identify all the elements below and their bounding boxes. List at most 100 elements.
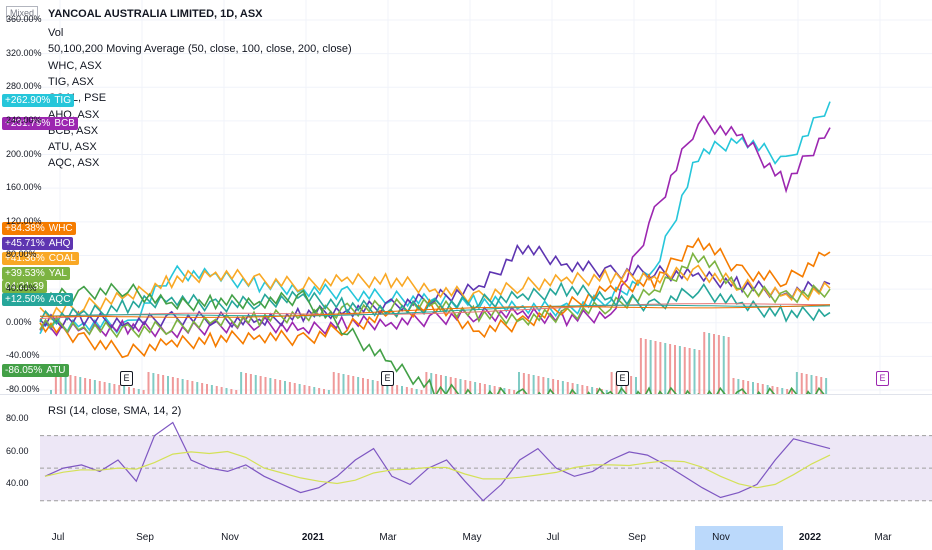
volume-bar (79, 377, 82, 394)
earnings-marker[interactable]: E (616, 371, 629, 386)
legend-indicator-2[interactable]: WHC, ASX (48, 59, 102, 72)
volume-bar (298, 384, 301, 394)
volume-bar (444, 376, 447, 394)
volume-bar (376, 381, 379, 394)
volume-bar (201, 383, 204, 394)
badge-symbol: AHQ (48, 238, 71, 249)
volume-bar (259, 376, 262, 394)
volume-bar (93, 380, 96, 394)
volume-bar (396, 385, 399, 394)
badge-symbol: BCB (54, 118, 75, 129)
legend-indicator-8[interactable]: AQC, ASX (48, 157, 100, 170)
volume-bar (362, 378, 364, 394)
legend-indicator-3[interactable]: TIG, ASX (48, 75, 94, 88)
volume-bar (215, 386, 218, 394)
volume-bar (742, 380, 745, 394)
volume-bar (274, 379, 277, 394)
volume-bar (128, 387, 130, 394)
volume-bar (688, 348, 691, 394)
rsi-line[interactable] (44, 421, 831, 502)
series-line-atu[interactable] (39, 282, 830, 394)
volume-bar (483, 384, 486, 394)
legend-indicator-0[interactable]: Vol (48, 27, 64, 39)
volume-bar (766, 385, 769, 394)
x-axis-label: Jul (51, 532, 65, 543)
volume-bar (440, 375, 442, 394)
y-axis-main-label: -80.00% (6, 384, 40, 394)
volume-bar (791, 390, 793, 394)
series-line-ahq[interactable] (39, 243, 831, 331)
badge-value: +84.38% (5, 223, 45, 234)
volume-bar (659, 342, 662, 394)
x-axis-label: May (462, 532, 482, 543)
volume-bar (279, 380, 282, 394)
volume-bar (747, 381, 750, 394)
volume-bar (566, 382, 569, 394)
volume-bar (630, 376, 633, 394)
y-axis-main-label: 120.00% (6, 215, 42, 226)
volume-bar (69, 375, 72, 394)
series-line-aqc[interactable] (39, 281, 831, 326)
volume-bar (318, 388, 321, 394)
volume-bar (708, 333, 711, 394)
volume-bar (284, 381, 286, 394)
volume-bar (381, 382, 384, 394)
badge-value: +12.50% (5, 294, 45, 305)
volume-bar (303, 385, 306, 394)
legend-indicator-7[interactable]: ATU, ASX (48, 141, 97, 154)
legend-indicator-1[interactable]: 50,100,200 Moving Average (50, close, 10… (48, 43, 352, 56)
x-axis-label: Sep (136, 532, 154, 543)
volume-bar (191, 381, 194, 394)
volume-bar (89, 379, 91, 394)
volume-bar (518, 372, 520, 394)
volume-bar (230, 389, 233, 394)
volume-bar (664, 343, 667, 394)
volume-bar (605, 390, 608, 394)
badge-symbol: ATU (46, 365, 66, 376)
scale-mode-button[interactable]: Mixed (6, 6, 39, 20)
volume-bar (206, 384, 208, 394)
series-line-coal[interactable] (39, 264, 831, 321)
volume-bar (240, 372, 243, 394)
volume-bar (815, 376, 818, 394)
volume-bar (103, 382, 106, 394)
badge-value: 04:21:39 (5, 281, 44, 292)
volume-bar (771, 386, 774, 394)
main-chart[interactable] (0, 0, 932, 394)
volume-bar (293, 383, 296, 394)
volume-bar (176, 378, 179, 394)
rsi-chart[interactable] (0, 395, 932, 525)
badge-symbol: YAL (48, 268, 67, 279)
pane-separator[interactable] (0, 394, 932, 395)
volume-bar (157, 374, 160, 394)
x-axis-label: Mar (874, 532, 892, 543)
volume-bar (288, 382, 291, 394)
volume-bar (737, 379, 740, 394)
y-axis-main-label: -40.00% (6, 350, 40, 361)
rsi-title: RSI (14, close, SMA, 14, 2) (48, 405, 182, 417)
series-line-yal[interactable] (39, 251, 831, 339)
y-axis-main-label: 160.00% (6, 182, 42, 193)
volume-bar (249, 374, 252, 394)
volume-bar (337, 373, 340, 394)
moving-average-line (39, 303, 831, 319)
volume-bar (552, 379, 555, 394)
badge-symbol: TIG (54, 95, 71, 106)
price-badge-bcb: +231.79% BCB (2, 117, 78, 130)
volume-bar (756, 383, 759, 394)
earnings-marker[interactable]: E (381, 371, 394, 386)
earnings-marker[interactable]: E (120, 371, 133, 386)
volume-bar (781, 388, 784, 394)
chart-title: YANCOAL AUSTRALIA LIMITED, 1D, ASX (48, 8, 263, 20)
volume-bar (405, 387, 408, 394)
volume-bar (503, 388, 506, 394)
earnings-marker[interactable]: E (876, 371, 889, 386)
volume-bar (557, 380, 559, 394)
volume-bar (181, 379, 184, 394)
x-axis-label: Mar (379, 532, 397, 543)
price-badge-ahq: +45.71% AHQ (2, 237, 74, 250)
volume-bar (225, 388, 228, 394)
series-line-whc[interactable] (39, 236, 831, 359)
volume-bar (401, 386, 403, 394)
